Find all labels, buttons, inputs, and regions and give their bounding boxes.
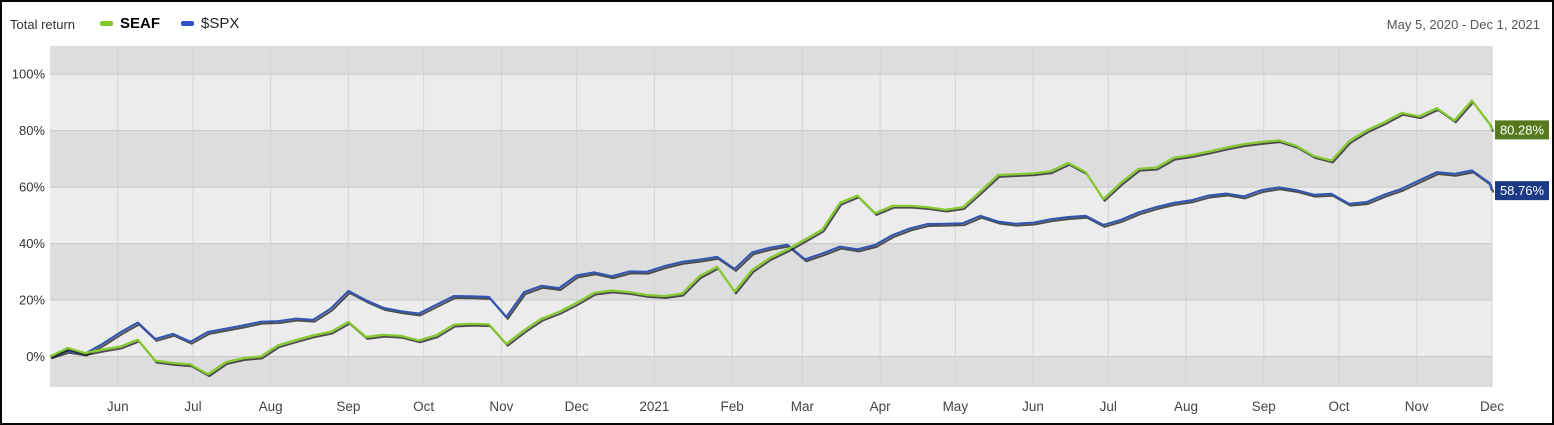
svg-text:Mar: Mar <box>791 399 815 414</box>
svg-text:0%: 0% <box>26 349 45 364</box>
end-value-label: 80.28% <box>1495 120 1549 140</box>
svg-text:Feb: Feb <box>720 399 743 414</box>
legend-label-seaf: SEAF <box>120 14 161 32</box>
svg-text:Jul: Jul <box>184 399 201 414</box>
svg-text:Aug: Aug <box>259 399 283 414</box>
svg-text:Oct: Oct <box>1329 399 1350 414</box>
legend-label-spx: $SPX <box>201 14 240 32</box>
svg-text:60%: 60% <box>19 180 45 195</box>
svg-text:2021: 2021 <box>639 399 669 414</box>
svg-text:40%: 40% <box>19 236 45 251</box>
svg-text:Apr: Apr <box>870 399 892 414</box>
svg-text:Dec: Dec <box>565 399 589 414</box>
legend-item-seaf[interactable]: SEAF <box>100 15 160 32</box>
date-range-label: May 5, 2020 - Dec 1, 2021 <box>1386 17 1540 32</box>
svg-text:Nov: Nov <box>489 399 513 414</box>
legend: SEAF $SPX <box>100 11 253 35</box>
chart-title: Total return <box>10 17 76 32</box>
svg-text:Sep: Sep <box>1252 399 1276 414</box>
svg-text:100%: 100% <box>12 67 46 82</box>
svg-text:Oct: Oct <box>413 399 434 414</box>
svg-text:May: May <box>943 399 969 414</box>
svg-text:80.28%: 80.28% <box>1500 122 1545 137</box>
svg-text:Jul: Jul <box>1100 399 1117 414</box>
svg-text:80%: 80% <box>19 123 45 138</box>
svg-text:Nov: Nov <box>1405 399 1429 414</box>
svg-text:Jun: Jun <box>107 399 129 414</box>
seaf-color-swatch-icon <box>100 20 113 26</box>
spx-color-swatch-icon <box>181 20 195 26</box>
svg-text:20%: 20% <box>19 293 45 308</box>
svg-text:Sep: Sep <box>336 399 360 414</box>
svg-text:58.76%: 58.76% <box>1500 183 1545 198</box>
svg-text:Jun: Jun <box>1022 399 1044 414</box>
end-value-label: 58.76% <box>1495 181 1549 201</box>
svg-text:Aug: Aug <box>1174 399 1198 414</box>
svg-text:Dec: Dec <box>1480 399 1504 414</box>
legend-item-spx[interactable]: $SPX <box>181 15 239 32</box>
